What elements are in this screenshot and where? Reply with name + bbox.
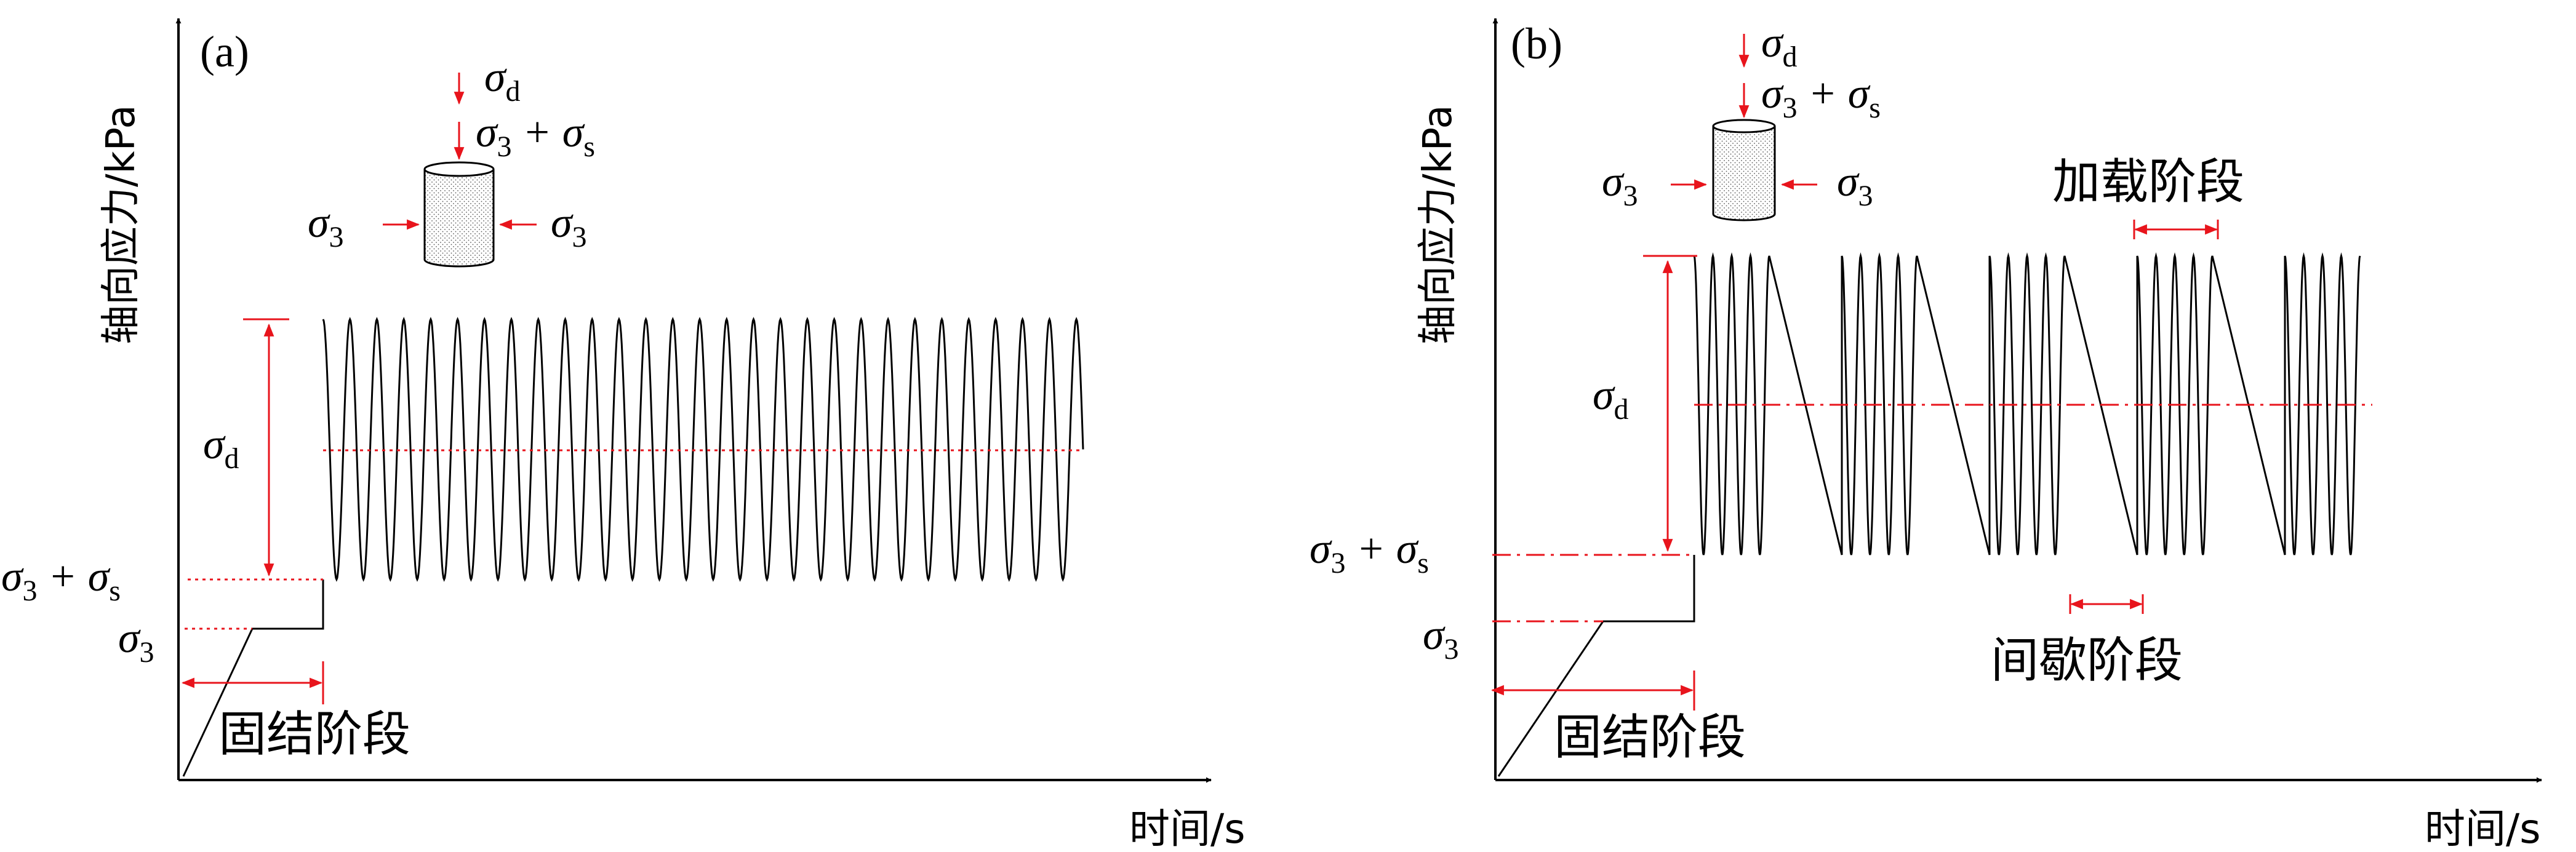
panel-tag-a: (a) bbox=[200, 27, 249, 76]
cyclic-curve-b bbox=[1693, 252, 2361, 555]
specimen-sigma3-right-label-b: σ3 bbox=[1837, 158, 1873, 212]
cyclic-curve-a bbox=[322, 316, 1084, 583]
sigma3-label-a: σ3 bbox=[118, 615, 154, 669]
sigma-d-label-b: σd bbox=[1593, 372, 1629, 426]
specimen-sigma3-right-label-a: σ3 bbox=[551, 199, 587, 253]
specimen-sigma3-left-label-a: σ3 bbox=[308, 199, 344, 253]
specimen-icon-b bbox=[1671, 34, 1817, 221]
specimen-sigma-d-label-b: σd bbox=[1761, 19, 1798, 73]
specimen-sigma3-left-label-b: σ3 bbox=[1602, 158, 1638, 212]
sigma-d-label-a: σd bbox=[203, 421, 239, 475]
specimen-sigma-d-label-a: σd bbox=[484, 54, 521, 108]
specimen-sigma3-plus-sigmas-label-b: σ3 + σs bbox=[1761, 70, 1881, 124]
consolidation-stage-label-b: 固结阶段 bbox=[1554, 710, 1746, 765]
y-axis-label-b: 轴向应力/kPa bbox=[1415, 105, 1461, 344]
x-axis-label-b: 时间/s bbox=[2425, 805, 2541, 852]
loading-stage-label-b: 加载阶段 bbox=[2052, 154, 2244, 210]
specimen-icon-a bbox=[383, 73, 537, 268]
x-axis-label-a: 时间/s bbox=[1129, 805, 1246, 852]
intermittent-stage-label-b: 间歇阶段 bbox=[1991, 633, 2183, 688]
sigma3-label-b: σ3 bbox=[1423, 611, 1459, 666]
consolidation-curve-b bbox=[1497, 555, 1695, 777]
panel-b: (b) 轴向应力/kPa 时间/s σd σ3 + σs σ3 固结阶段 加载阶… bbox=[1310, 18, 2542, 852]
specimen-sigma3-plus-sigmas-label-a: σ3 + σs bbox=[476, 109, 595, 163]
panel-tag-b: (b) bbox=[1511, 19, 1562, 68]
consolidation-stage-label-a: 固结阶段 bbox=[218, 707, 410, 762]
consolidation-curve-a bbox=[182, 579, 324, 777]
sigma3-plus-sigmas-label-a: σ3 + σs bbox=[1, 553, 121, 607]
y-axis-label-a: 轴向应力/kPa bbox=[98, 105, 144, 344]
sigma3-plus-sigmas-label-b: σ3 + σs bbox=[1310, 525, 1429, 579]
panel-a: (a) 轴向应力/kPa 时间/s σd σ3 + σs σ3 固结阶段 σd … bbox=[1, 18, 1246, 852]
